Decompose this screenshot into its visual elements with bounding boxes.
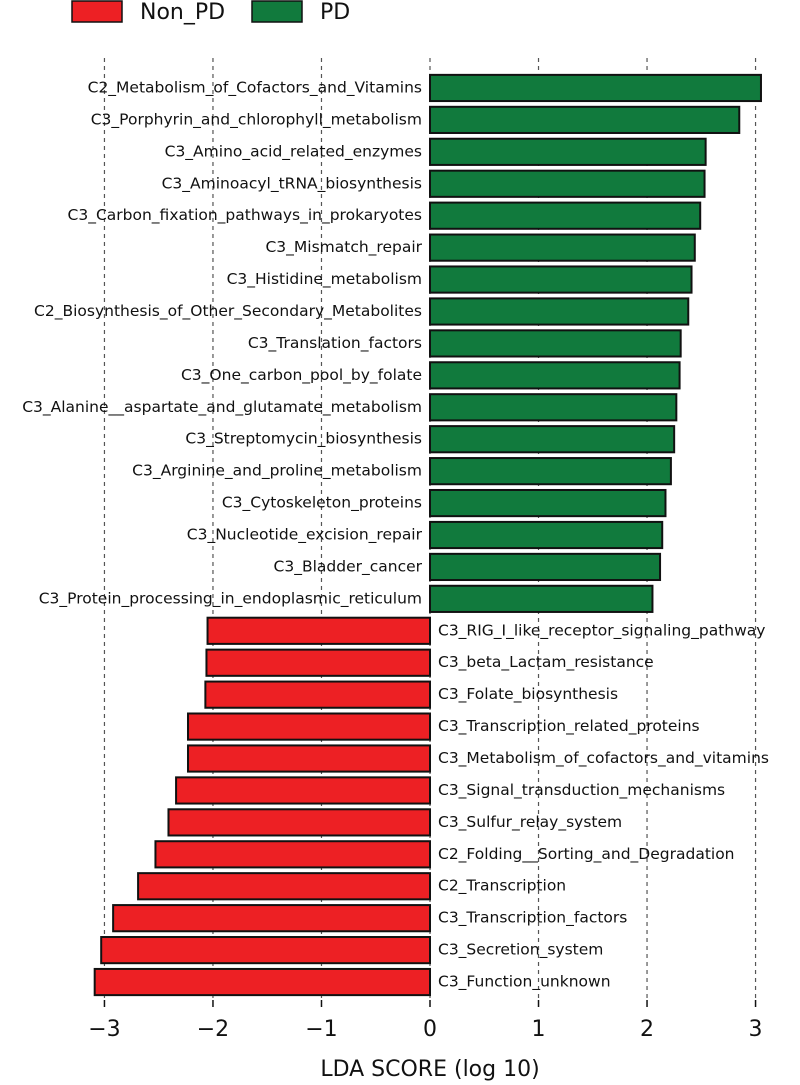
category-label: C3_Cytoskeleton_proteins [222,494,422,513]
category-label: C3_Protein_processing_in_endoplasmic_ret… [39,589,422,608]
category-label: C3_Secretion_system [438,941,603,960]
category-label: C3_Function_unknown [438,973,611,992]
category-label: C3_Signal_transduction_mechanisms [438,781,725,800]
category-label: C3_Carbon_fixation_pathways_in_prokaryot… [68,206,422,225]
category-label: C2_Biosynthesis_of_Other_Secondary_Metab… [34,302,422,321]
category-label: C3_Folate_biosynthesis [438,685,618,704]
x-tick-label: 3 [749,1017,763,1042]
category-label: C3_RIG_I_like_receptor_signaling_pathway [438,621,765,640]
bar [100,936,431,965]
category-label: C3_beta_Lactam_resistance [438,653,654,672]
bar [429,329,682,358]
bar [429,105,741,134]
bar [175,776,431,805]
category-label: C3_Histidine_metabolism [227,270,422,289]
bar [206,616,431,645]
bar [429,73,762,103]
bar [187,744,431,773]
category-label: C3_Aminoacyl_tRNA_biosynthesis [162,174,422,193]
bar [205,648,431,677]
bar [429,361,681,390]
category-label: C2_Metabolism_of_Cofactors_and_Vitamins [88,78,422,97]
legend-label: PD [320,0,350,25]
bar [93,967,432,997]
category-label: C3_Amino_acid_related_enzymes [165,142,422,161]
x-tick-label: −3 [88,1017,120,1042]
bar [429,265,693,294]
bar [187,712,431,741]
bar [429,233,696,262]
bar [429,169,706,198]
bar [429,488,667,518]
bar [154,840,431,869]
bar [167,808,431,837]
bar [429,520,664,550]
category-label: C3_Nucleotide_excision_repair [187,526,423,545]
category-label: C3_Mismatch_repair [265,238,422,257]
x-tick-label: −1 [305,1017,337,1042]
x-tick-label: −2 [197,1017,229,1042]
legend-swatch [251,0,303,23]
category-label: C3_Porphyrin_and_chlorophyll_metabolism [91,110,422,129]
bar [429,393,678,422]
bar [112,904,431,933]
legend-label: Non_PD [140,0,225,25]
category-label: C3_Streptomycin_biosynthesis [185,430,422,449]
category-label: C3_Sulfur_relay_system [438,813,622,832]
category-label: C3_Metabolism_of_cofactors_and_vitamins [438,749,769,768]
category-label: C2_Transcription [438,877,566,896]
bar [137,872,431,901]
category-label: C3_Transcription_factors [438,909,627,928]
bar [429,425,676,454]
category-label: C3_Bladder_cancer [274,557,423,576]
category-label: C3_Transcription_related_proteins [438,717,700,736]
bar [429,137,707,166]
legend-swatch [71,0,123,23]
x-tick-label: 1 [532,1017,546,1042]
bar [429,584,654,613]
bar [429,552,662,582]
category-label: C2_Folding__Sorting_and_Degradation [438,845,735,864]
bar [429,297,690,326]
bar [429,201,702,230]
x-tick-label: 2 [640,1017,654,1042]
category-label: C3_Translation_factors [248,334,422,353]
x-tick-label: 0 [423,1017,437,1042]
category-label: C3_Arginine_and_proline_metabolism [132,462,422,481]
category-label: C3_One_carbon_pool_by_folate [181,366,422,385]
bar [204,680,431,709]
category-label: C3_Alanine__aspartate_and_glutamate_meta… [22,398,422,417]
x-axis-label: LDA SCORE (log 10) [320,1057,539,1082]
bar [429,457,672,486]
